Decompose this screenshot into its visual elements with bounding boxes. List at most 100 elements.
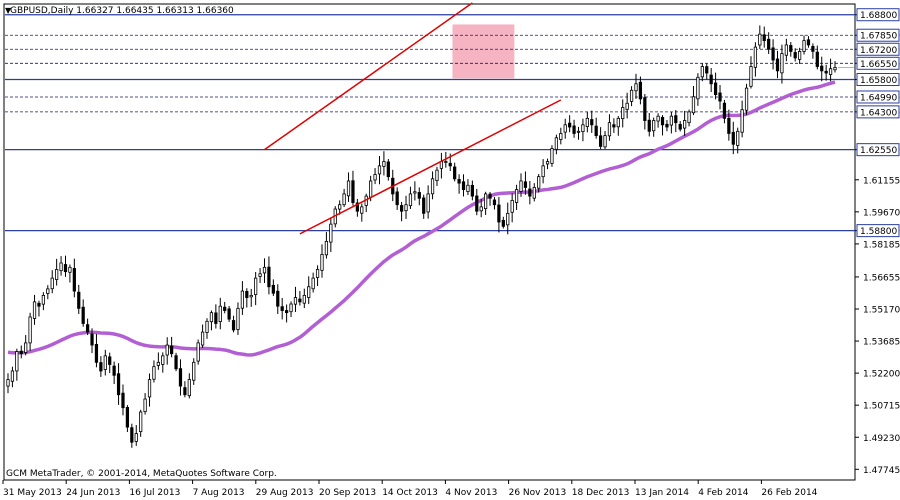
level-tag-label: 1.68800 [860,11,897,21]
candle-body [453,166,457,180]
candle-body [369,180,373,198]
candle-body [621,107,625,120]
candle-body [156,361,160,366]
candle-body [568,122,572,128]
y-tick-label: 1.61155 [863,176,900,186]
candle-body [585,117,589,127]
x-tick-label: 26 Feb 2014 [761,488,817,498]
level-lines-layer [5,14,855,232]
candle-body [187,379,191,397]
candle-body [139,411,143,433]
channel-lower-line [299,99,562,235]
candle-body [629,89,634,102]
x-tick-label: 20 Sep 2013 [319,488,376,498]
candle-body [404,204,408,212]
candle-body [426,193,430,213]
candle-body [116,373,121,396]
candle-body [634,83,638,92]
x-tick-label: 31 May 2013 [3,488,62,498]
candle-body [607,122,612,137]
x-tick-label: 13 Jan 2014 [635,488,689,498]
candle-body [793,52,797,59]
candle-body [492,199,497,206]
candle-body [744,87,749,111]
moving-average-line [7,80,836,357]
candle-body [103,355,107,370]
candle-body [134,433,138,442]
x-tick-label: 18 Dec 2013 [572,488,630,498]
candles-layer [6,25,837,448]
candle-body [19,350,23,355]
consolidation-zone [452,24,515,79]
x-tick-label: 29 Aug 2013 [256,488,314,498]
candle-body [674,115,678,124]
candle-body [700,66,704,78]
candle-body [718,92,722,102]
y-tick-label: 1.53685 [863,338,900,348]
candle-body [320,253,324,271]
candle-body [214,312,218,324]
candle-body [753,46,758,68]
candle-body [806,39,811,46]
candle-body [262,266,267,274]
symbol-header: GBPUSD,Daily 1.66327 1.66435 1.66313 1.6… [10,6,234,16]
candle-body [205,320,209,333]
candle-body [28,316,32,344]
candle-body [678,124,682,130]
candle-body [209,312,214,323]
candle-body [258,273,262,277]
candle-body [81,306,85,324]
candle-body [727,117,731,134]
level-tag-box [856,143,900,157]
level-tag-box [856,72,900,86]
candle-body [484,193,488,210]
candle-body [475,195,479,212]
candle-body [85,324,90,333]
level-tag-label: 1.65800 [860,76,897,86]
candle-body [731,131,735,145]
candle-body [6,379,10,387]
candle-body [514,189,519,203]
candle-body [510,199,514,213]
channel-upper-line [264,2,473,151]
candle-body [10,370,15,382]
header-arrow-icon: ▼ [5,6,12,15]
candle-body [523,181,528,188]
candle-body [183,387,187,396]
y-tick-label: 1.52200 [863,370,900,380]
y-tick-label: 1.58185 [863,240,900,250]
candle-body [307,286,311,298]
candle-body [386,161,390,178]
candle-body [276,290,280,307]
candle-body [72,268,76,292]
candle-body [643,97,647,121]
candle-body [249,294,253,298]
candle-body [50,277,54,290]
candle-body [165,344,169,356]
chart-frame [3,3,856,481]
candle-body [55,269,59,280]
candle-body [192,361,196,381]
y-tick-label: 1.50715 [863,402,900,412]
candle-body [448,162,452,167]
candle-body [346,180,351,197]
candle-body [351,180,355,203]
candle-body [638,81,643,100]
candle-body [408,193,413,207]
candle-body [417,192,421,199]
candle-body [828,68,833,75]
candle-body [227,308,231,320]
candle-body [616,117,620,128]
x-tick-label: 4 Feb 2014 [698,488,749,498]
copyright-text: GCM MetaTrader, © 2001-2014, MetaQuotes … [6,469,277,479]
y-tick-label: 1.59670 [863,208,900,218]
candle-body [32,301,37,319]
candle-body [815,51,819,67]
x-tick-label: 26 Nov 2013 [509,488,567,498]
candle-body [736,130,740,146]
candle-body [762,34,766,42]
candle-body [820,65,824,72]
candle-body [236,307,240,330]
candle-body [315,269,320,278]
